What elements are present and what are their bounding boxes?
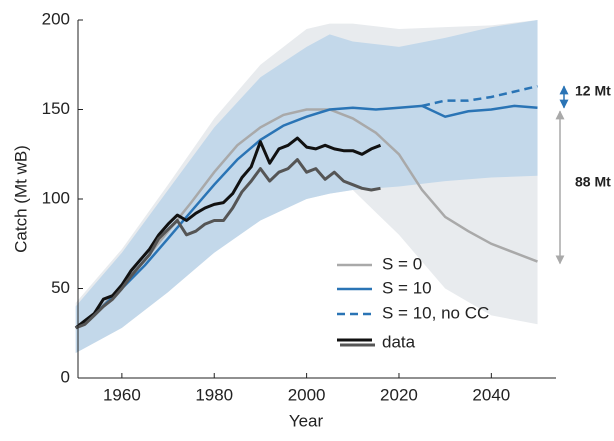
annotation-text: 12 Mt bbox=[575, 83, 611, 99]
series-line bbox=[421, 84, 538, 108]
y-axis-label: Catch (Mt wB) bbox=[11, 145, 30, 253]
legend-label: S = 10 bbox=[382, 278, 432, 297]
x-tick-label: 2000 bbox=[288, 385, 326, 404]
x-tick-label: 2020 bbox=[380, 385, 418, 404]
legend-label: S = 10, no CC bbox=[382, 303, 489, 322]
uncertainty-band bbox=[75, 20, 538, 353]
x-axis-label: Year bbox=[289, 411, 324, 430]
y-tick-label: 100 bbox=[42, 188, 70, 207]
x-tick-label: 1960 bbox=[103, 385, 141, 404]
legend-label: S = 0 bbox=[382, 254, 422, 273]
y-tick-label: 0 bbox=[61, 367, 70, 386]
y-tick-label: 200 bbox=[42, 9, 70, 28]
data-line bbox=[75, 158, 381, 330]
annotation-text: 88 Mt bbox=[575, 174, 611, 190]
x-tick-label: 2040 bbox=[472, 385, 510, 404]
y-tick-label: 50 bbox=[51, 278, 70, 297]
x-tick-label: 1980 bbox=[195, 385, 233, 404]
legend-label: data bbox=[382, 332, 416, 351]
data-line bbox=[74, 136, 382, 330]
y-tick-label: 150 bbox=[42, 99, 70, 118]
series-line bbox=[74, 104, 538, 329]
